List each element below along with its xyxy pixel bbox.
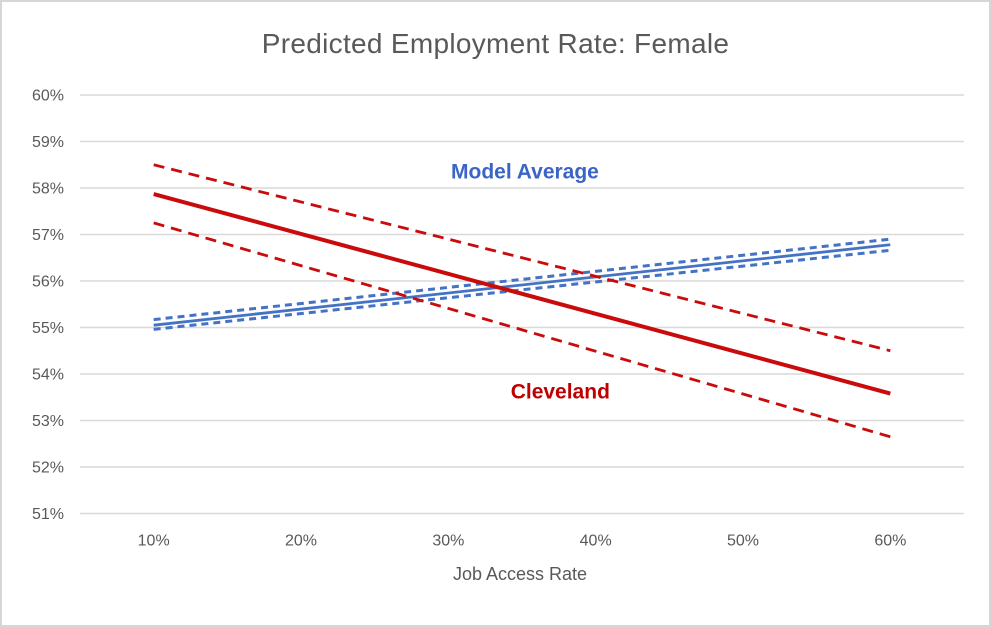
- series-line-model-average: [153, 243, 891, 327]
- y-tick-label: 52%: [32, 460, 64, 477]
- x-tick-label: 60%: [874, 533, 906, 550]
- y-tick-label: 56%: [32, 274, 64, 291]
- x-tick-label: 50%: [727, 533, 759, 550]
- series-label-cleveland: Cleveland: [511, 381, 610, 404]
- x-tick-label: 20%: [285, 533, 317, 550]
- chart-title: Predicted Employment Rate: Female: [261, 28, 730, 59]
- y-tick-label: 58%: [32, 181, 64, 198]
- series-line-model-average-lower-bound: [153, 248, 891, 331]
- series-line-cleveland-lower-bound: [153, 221, 891, 439]
- x-tick-label: 30%: [432, 533, 464, 550]
- series-label-model-average: Model Average: [451, 161, 599, 184]
- y-tick-label: 53%: [32, 413, 64, 430]
- y-tick-label: 60%: [32, 88, 64, 105]
- x-tick-label: 40%: [580, 533, 612, 550]
- y-tick-label: 54%: [32, 367, 64, 384]
- y-tick-label: 59%: [32, 134, 64, 151]
- series-line-model-average-upper-bound: [153, 237, 891, 322]
- y-tick-label: 55%: [32, 320, 64, 337]
- x-tick-label: 10%: [138, 533, 170, 550]
- y-tick-label: 51%: [32, 506, 64, 523]
- series-line-cleveland: [153, 192, 891, 396]
- series-line-cleveland-upper-bound: [153, 163, 891, 353]
- y-tick-label: 57%: [32, 227, 64, 244]
- x-axis-title: Job Access Rate: [452, 564, 588, 584]
